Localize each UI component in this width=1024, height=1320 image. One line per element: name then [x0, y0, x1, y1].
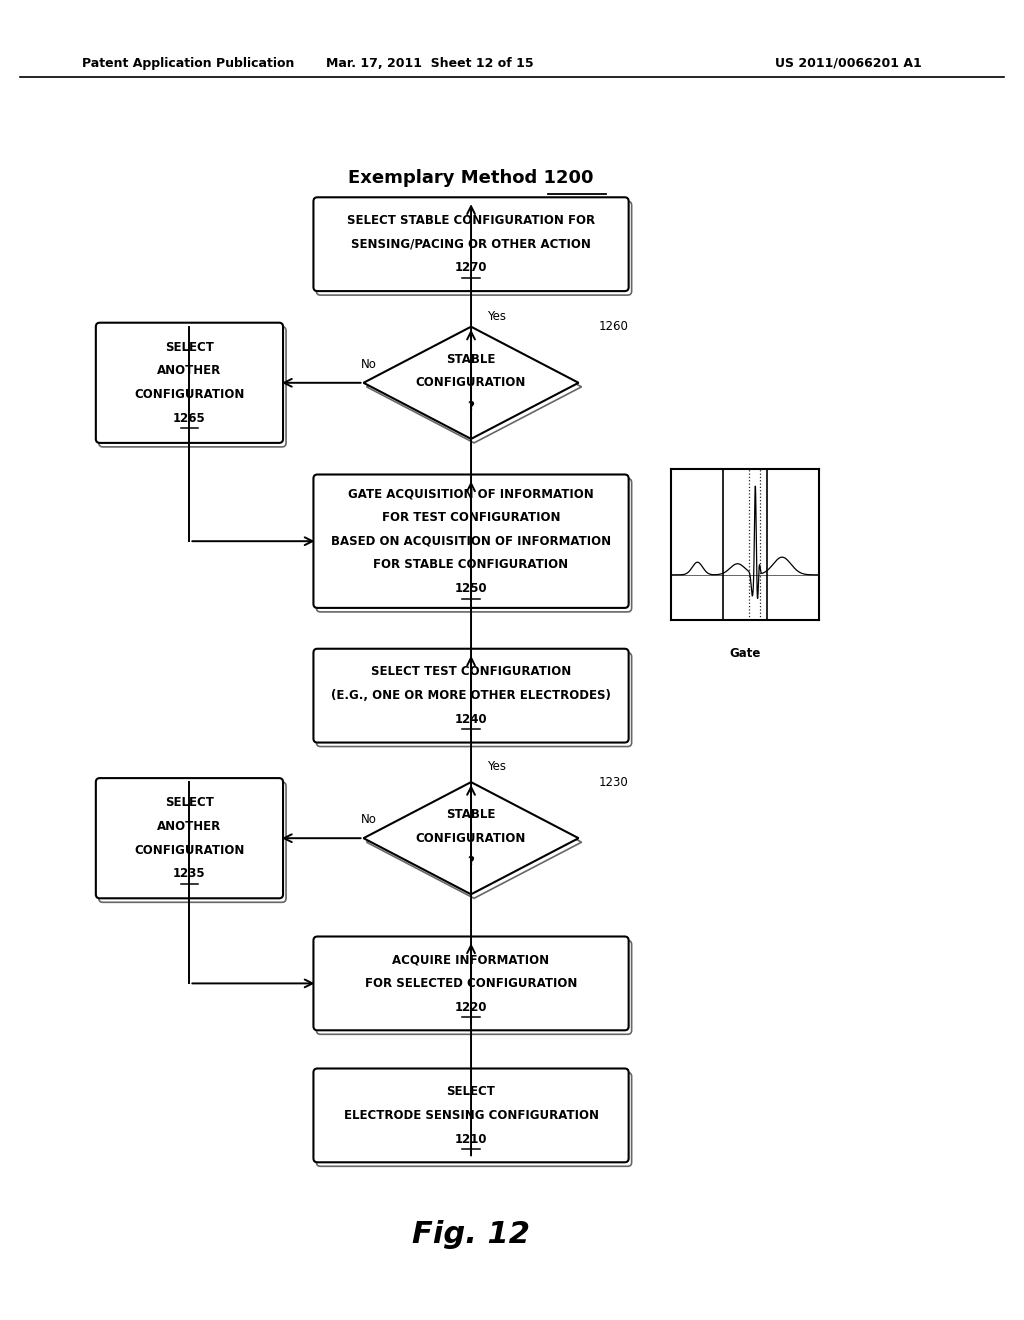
Text: US 2011/0066201 A1: US 2011/0066201 A1	[775, 57, 922, 70]
Text: SELECT STABLE CONFIGURATION FOR: SELECT STABLE CONFIGURATION FOR	[347, 214, 595, 227]
Text: 1265: 1265	[173, 412, 206, 425]
Text: SENSING/PACING OR OTHER ACTION: SENSING/PACING OR OTHER ACTION	[351, 238, 591, 251]
Text: SELECT: SELECT	[165, 341, 214, 354]
Polygon shape	[364, 326, 579, 438]
Text: ACQUIRE INFORMATION: ACQUIRE INFORMATION	[392, 953, 550, 966]
Text: 1260: 1260	[599, 321, 629, 333]
Text: SELECT: SELECT	[446, 1085, 496, 1098]
Text: FOR TEST CONFIGURATION: FOR TEST CONFIGURATION	[382, 511, 560, 524]
Text: CONFIGURATION: CONFIGURATION	[134, 388, 245, 401]
Text: Gate: Gate	[729, 647, 761, 660]
Text: Fig. 12: Fig. 12	[412, 1220, 530, 1249]
Text: ANOTHER: ANOTHER	[158, 820, 221, 833]
Text: ?: ?	[468, 400, 474, 413]
FancyBboxPatch shape	[96, 322, 283, 444]
FancyBboxPatch shape	[313, 1068, 629, 1163]
Text: SELECT: SELECT	[165, 796, 214, 809]
Text: Patent Application Publication: Patent Application Publication	[82, 57, 294, 70]
Text: 1235: 1235	[173, 867, 206, 880]
FancyBboxPatch shape	[313, 936, 629, 1031]
Text: STABLE: STABLE	[446, 352, 496, 366]
Text: No: No	[360, 358, 377, 371]
Text: STABLE: STABLE	[446, 808, 496, 821]
FancyBboxPatch shape	[313, 648, 629, 743]
Text: Yes: Yes	[487, 760, 507, 774]
FancyBboxPatch shape	[96, 777, 283, 899]
Text: 1210: 1210	[455, 1133, 487, 1146]
Text: BASED ON ACQUISITION OF INFORMATION: BASED ON ACQUISITION OF INFORMATION	[331, 535, 611, 548]
Text: (E.G., ONE OR MORE OTHER ELECTRODES): (E.G., ONE OR MORE OTHER ELECTRODES)	[331, 689, 611, 702]
Text: Mar. 17, 2011  Sheet 12 of 15: Mar. 17, 2011 Sheet 12 of 15	[327, 57, 534, 70]
Text: 1250: 1250	[455, 582, 487, 595]
Text: No: No	[360, 813, 377, 826]
Text: 1240: 1240	[455, 713, 487, 726]
FancyBboxPatch shape	[313, 197, 629, 292]
Text: GATE ACQUISITION OF INFORMATION: GATE ACQUISITION OF INFORMATION	[348, 487, 594, 500]
Text: ANOTHER: ANOTHER	[158, 364, 221, 378]
Polygon shape	[364, 781, 579, 895]
Text: SELECT TEST CONFIGURATION: SELECT TEST CONFIGURATION	[371, 665, 571, 678]
Text: Yes: Yes	[487, 310, 507, 323]
Text: FOR STABLE CONFIGURATION: FOR STABLE CONFIGURATION	[374, 558, 568, 572]
Text: CONFIGURATION: CONFIGURATION	[416, 376, 526, 389]
Text: 1220: 1220	[455, 1001, 487, 1014]
Text: CONFIGURATION: CONFIGURATION	[416, 832, 526, 845]
Text: 1230: 1230	[599, 776, 629, 788]
Text: 1270: 1270	[455, 261, 487, 275]
Text: ELECTRODE SENSING CONFIGURATION: ELECTRODE SENSING CONFIGURATION	[343, 1109, 599, 1122]
Text: Exemplary Method 1200: Exemplary Method 1200	[348, 169, 594, 187]
Text: FOR SELECTED CONFIGURATION: FOR SELECTED CONFIGURATION	[365, 977, 578, 990]
Text: CONFIGURATION: CONFIGURATION	[134, 843, 245, 857]
FancyBboxPatch shape	[313, 474, 629, 609]
Text: ?: ?	[468, 855, 474, 869]
